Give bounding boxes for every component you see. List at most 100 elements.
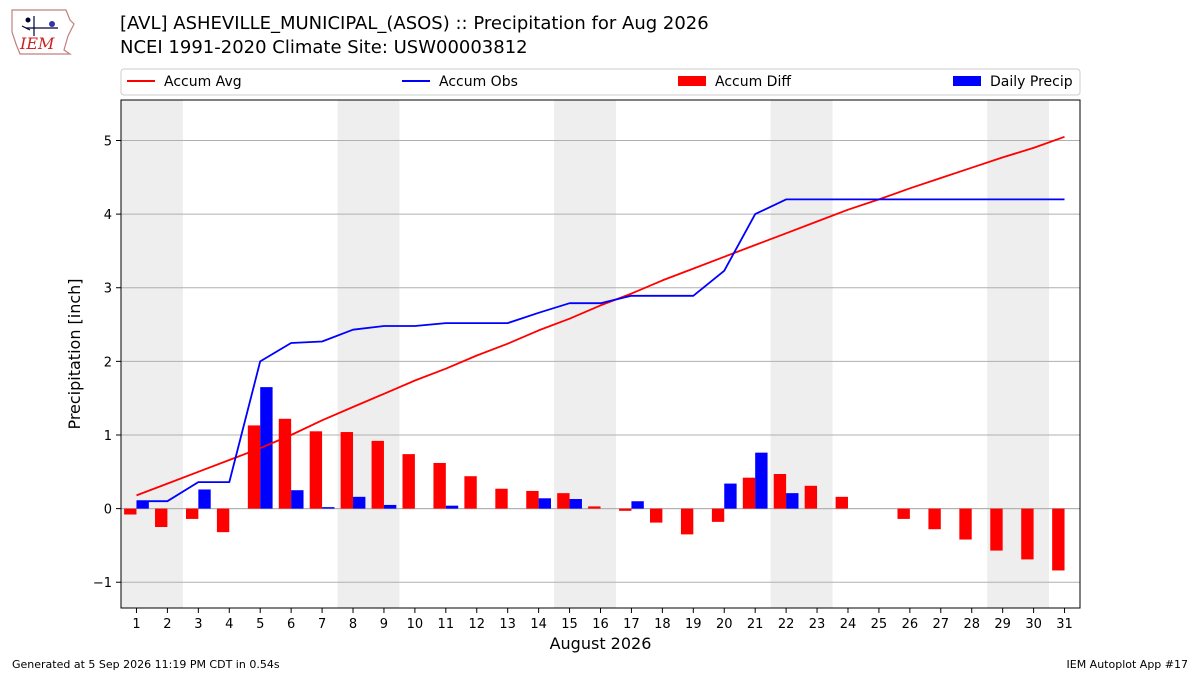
daily-precip-bar	[136, 501, 149, 509]
accum-diff-bar	[526, 490, 539, 509]
accum-diff-bar	[309, 431, 323, 509]
y-tick-label: 2	[104, 355, 112, 370]
legend-accum-obs-label: Accum Obs	[439, 74, 518, 90]
daily-precip-bar	[322, 507, 335, 509]
x-tick-label: 19	[685, 617, 702, 632]
y-axis: −1 0 1 2 3 4 5	[93, 134, 121, 591]
accum-diff-bar	[773, 474, 787, 509]
x-tick-label: 14	[530, 617, 547, 632]
accum-diff-bar	[588, 506, 601, 509]
accum-diff-bar	[371, 440, 384, 509]
x-tick-label: 23	[809, 617, 826, 632]
accum-obs-line	[136, 198, 1065, 503]
bars	[124, 387, 1065, 571]
y-tick-label: 0	[104, 503, 112, 518]
daily-precip-bar	[755, 452, 768, 509]
accum-diff-bar	[557, 493, 570, 509]
x-tick-label: 17	[623, 617, 640, 632]
x-tick-label: 18	[654, 617, 671, 632]
x-tick-label: 15	[561, 617, 578, 632]
x-tick-label: 5	[256, 617, 264, 632]
legend-accum-diff-swatch	[678, 76, 706, 86]
y-tick-label: 3	[104, 282, 112, 297]
daily-precip-bar	[538, 498, 552, 509]
x-tick-label: 30	[1025, 617, 1042, 632]
daily-precip-bar	[383, 504, 397, 509]
legend-accum-diff-label: Accum Diff	[715, 74, 791, 90]
x-axis: 1 2 3 4 5 6 7 8 9 10 11 12 13 14 15 16 17 18 19 20 21 22 23 24 2…	[132, 608, 1073, 632]
accum-diff-bar	[155, 508, 168, 528]
x-tick-label: 28	[963, 617, 980, 632]
x-tick-label: 21	[747, 617, 764, 632]
weekend-shade-band	[770, 100, 833, 608]
legend-daily-precip-swatch	[953, 76, 981, 86]
accum-diff-bar	[990, 508, 1003, 551]
accum-diff-bar	[340, 432, 354, 509]
accum-diff-bar	[185, 508, 199, 519]
x-tick-label: 7	[318, 617, 326, 632]
iem-logo-text: IEM	[19, 34, 55, 53]
x-tick-label: 4	[225, 617, 233, 632]
daily-precip-bar	[786, 493, 799, 509]
accum-diff-bar	[928, 508, 941, 530]
accum-diff-bar	[649, 508, 663, 523]
iowa-outline-icon	[11, 9, 75, 55]
x-tick-label: 22	[778, 617, 795, 632]
accum-diff-bar	[433, 462, 446, 509]
y-tick-label: 5	[104, 134, 112, 149]
x-tick-label: 24	[840, 617, 857, 632]
accum-diff-bar	[804, 485, 818, 509]
accum-diff-bar	[495, 488, 508, 509]
x-tick-label: 27	[933, 617, 950, 632]
weekend-shading	[121, 100, 1050, 608]
x-tick-label: 26	[902, 617, 919, 632]
x-axis-label: August 2026	[550, 634, 652, 653]
accum-diff-bar	[680, 508, 694, 535]
x-tick-label: 29	[994, 617, 1011, 632]
accum-diff-bar	[711, 508, 725, 522]
weather-instrument-icon	[21, 16, 58, 36]
x-tick-label: 1	[132, 617, 140, 632]
accum-diff-bar	[742, 477, 756, 509]
daily-precip-bar	[260, 387, 273, 509]
accum-diff-bar	[619, 508, 632, 511]
accum-diff-bar	[278, 418, 292, 509]
app-credit: IEM Autoplot App #17	[1066, 658, 1189, 671]
accum-diff-bar	[247, 425, 261, 509]
x-tick-label: 13	[499, 617, 516, 632]
iem-logo: IEM	[11, 9, 75, 55]
chart-title: [AVL] ASHEVILLE_MUNICIPAL_(ASOS) :: Prec…	[120, 13, 709, 34]
legend-daily-precip-label: Daily Precip	[990, 74, 1073, 90]
weekend-shade-band	[121, 100, 183, 608]
x-tick-label: 6	[287, 617, 295, 632]
daily-precip-bar	[353, 496, 366, 509]
y-axis-label: Precipitation [inch]	[65, 278, 84, 429]
weekend-shade-band	[337, 100, 400, 608]
accum-diff-bar	[1052, 508, 1065, 571]
accum-diff-bar	[402, 454, 415, 509]
x-tick-label: 10	[407, 617, 424, 632]
daily-precip-bar	[724, 483, 737, 509]
accum-avg-line	[136, 135, 1065, 497]
y-tick-label: 1	[104, 429, 112, 444]
accum-diff-bar	[835, 496, 848, 509]
daily-precip-bar	[631, 501, 644, 509]
chart-subtitle: NCEI 1991-2020 Climate Site: USW00003812	[120, 37, 528, 58]
daily-precip-bar	[198, 489, 211, 509]
daily-precip-bar	[291, 490, 304, 509]
lines	[136, 135, 1065, 503]
accum-diff-bar	[959, 508, 972, 540]
x-tick-label: 8	[349, 617, 357, 632]
x-tick-label: 16	[592, 617, 609, 632]
legend-accum-avg-label: Accum Avg	[164, 74, 242, 90]
daily-precip-bar	[569, 499, 582, 509]
x-tick-label: 12	[468, 617, 485, 632]
x-tick-label: 9	[380, 617, 388, 632]
accum-diff-bar	[216, 508, 230, 533]
x-tick-label: 11	[438, 617, 455, 632]
x-tick-label: 20	[716, 617, 733, 632]
x-tick-label: 3	[194, 617, 202, 632]
generated-timestamp: Generated at 5 Sep 2026 11:19 PM CDT in …	[12, 658, 280, 671]
daily-precip-bar	[445, 505, 459, 509]
x-tick-label: 31	[1056, 617, 1073, 632]
